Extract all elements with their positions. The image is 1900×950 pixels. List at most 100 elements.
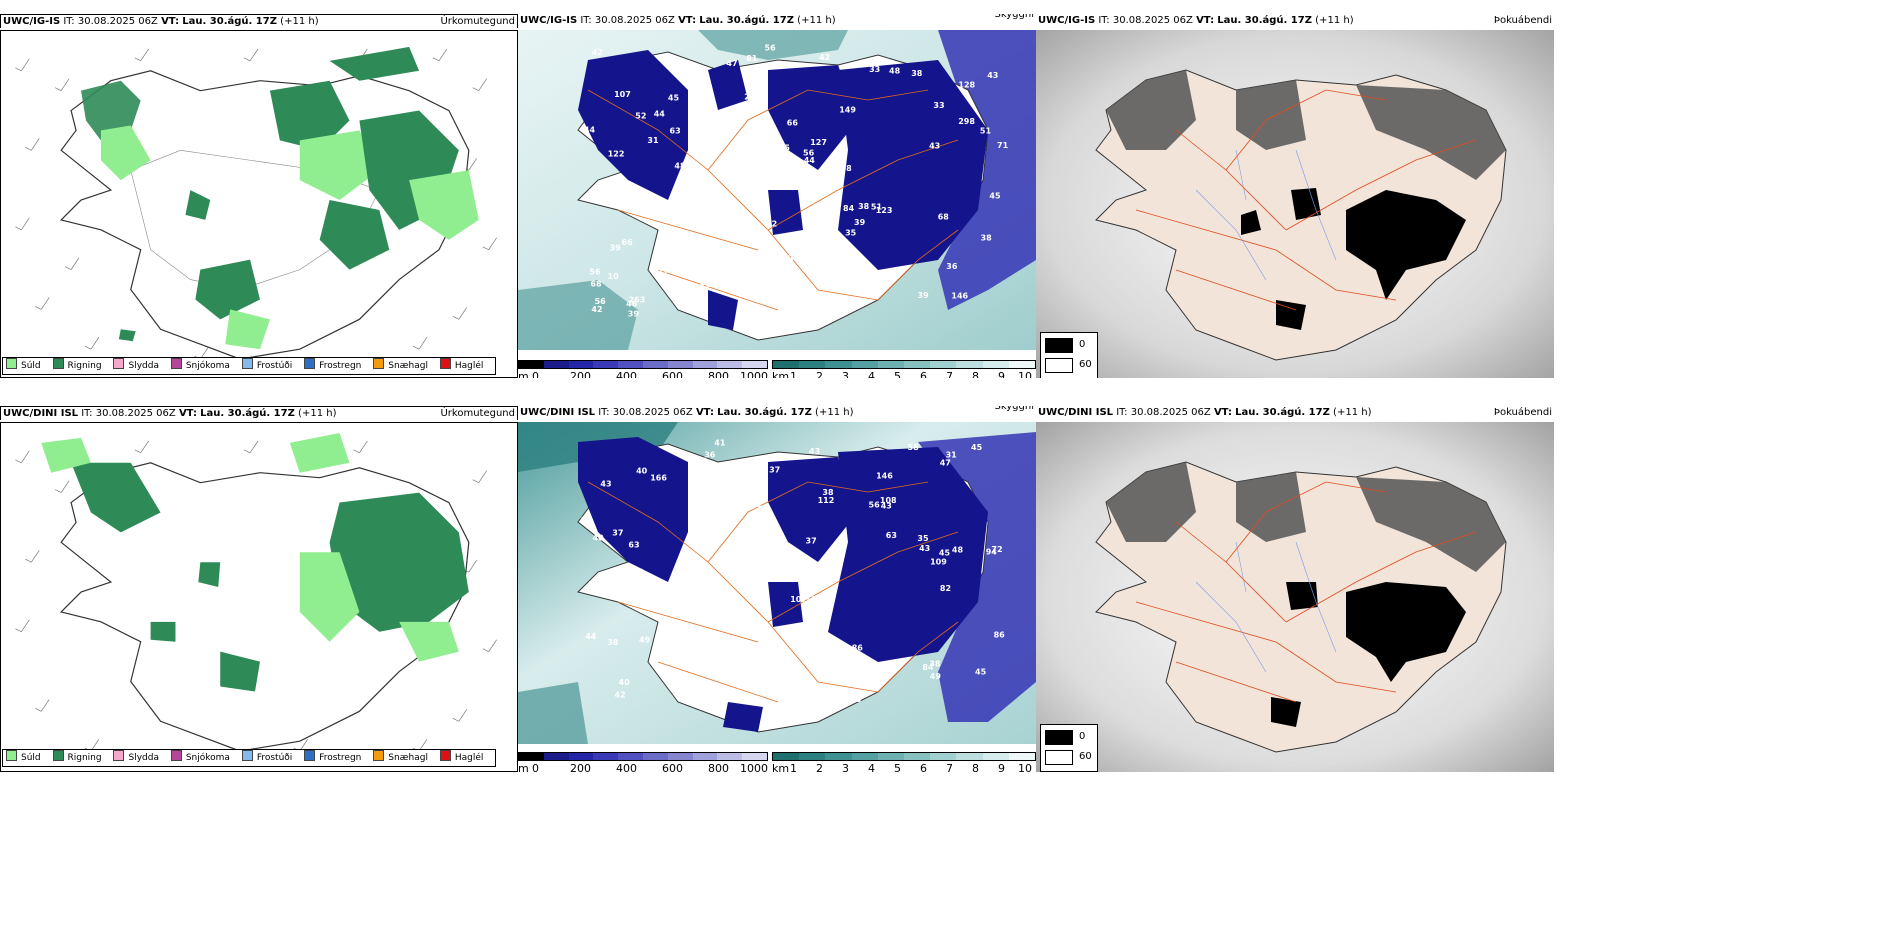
colorbar-unit: m xyxy=(518,370,529,378)
fog-value-0: 0 xyxy=(1079,731,1086,742)
tick-2: 2 xyxy=(816,762,823,772)
vis-value-label: 136 xyxy=(733,178,750,187)
precip-panel-row2: UWC/DINI ISL IT: 30.08.2025 06Z VT: Lau.… xyxy=(0,406,518,772)
tick-5: 5 xyxy=(894,762,901,772)
colorbar-unit: km xyxy=(772,762,790,772)
vis-value-label: 43 xyxy=(929,142,940,151)
vis-value-label: 54 xyxy=(671,237,683,246)
panel-header: UWC/DINI ISL IT: 30.08.2025 06Z VT: Lau.… xyxy=(0,406,518,420)
vis-value-label: 84 xyxy=(843,204,855,213)
colorbar-height-bar xyxy=(518,360,768,369)
colorbar-segment xyxy=(877,361,905,368)
colorbar-height-bar xyxy=(518,752,768,761)
colorbar-segment xyxy=(851,361,878,368)
precip-map xyxy=(0,30,518,378)
model-name: UWC/DINI ISL xyxy=(1038,407,1114,418)
colorbar-segment xyxy=(1008,361,1036,368)
vis-value-label: 36 xyxy=(946,262,958,271)
colorbar-segment xyxy=(1008,753,1036,760)
fog-shading xyxy=(1106,70,1506,180)
vis-value-label: 72 xyxy=(735,540,746,549)
colorbar-segment xyxy=(825,753,852,760)
vis-value-label: 37 xyxy=(806,537,817,546)
vis-value-label: 64 xyxy=(755,93,767,102)
rivers xyxy=(1195,149,1337,281)
vis-value-label: 39 xyxy=(610,244,622,253)
vt-value: Lau. 30.ágú. 17Z xyxy=(717,407,812,418)
vis-value-label: 40 xyxy=(702,639,714,648)
precip-map xyxy=(0,422,518,772)
vis-value-label: 59 xyxy=(753,580,765,589)
low-visibility-areas xyxy=(578,437,988,732)
vis-value-label: 47 xyxy=(940,458,951,467)
model-name: UWC/IG-IS xyxy=(3,16,61,27)
vis-value-label: 52 xyxy=(741,256,752,265)
panel-header: UWC/DINI ISL IT: 30.08.2025 06Z VT: Lau.… xyxy=(1036,406,1554,420)
vis-value-label: 40 xyxy=(749,265,761,274)
fog-legend: 0 60 xyxy=(1040,332,1098,378)
vis-value-label: 158 xyxy=(835,164,852,173)
vis-value-label: 44 xyxy=(654,109,666,118)
it-value: 30.08.2025 06Z xyxy=(77,16,158,27)
vis-value-label: 298 xyxy=(958,117,975,126)
vis-value-label: 50 xyxy=(746,148,758,157)
legend-item-frostudi: Frostúði xyxy=(241,358,292,374)
fog-map xyxy=(1036,422,1554,772)
vis-value-label: 49 xyxy=(930,672,942,681)
colorbar-segment xyxy=(956,361,983,368)
low-visibility-areas xyxy=(578,50,988,330)
it-label: IT: xyxy=(63,16,75,27)
colorbar-segment xyxy=(799,753,826,760)
panel-header: UWC/IG-IS IT: 30.08.2025 06Z VT: Lau. 30… xyxy=(518,14,1036,28)
vis-value-label: 42 xyxy=(615,690,626,699)
vis-value-label: 122 xyxy=(608,149,625,158)
tick-4: 4 xyxy=(868,370,875,378)
vis-value-label: 35 xyxy=(917,534,929,543)
vis-value-label: 31 xyxy=(647,136,659,145)
legend-item-rigning: Rigning xyxy=(52,358,102,374)
tick-9: 9 xyxy=(998,762,1005,772)
colorbar-visibility: km 1 2 3 4 5 6 7 8 9 10 xyxy=(772,750,1036,772)
vis-value-label: 82 xyxy=(940,584,951,593)
legend-swatch xyxy=(170,358,182,369)
colorbar-segment xyxy=(519,753,544,760)
vt-value: Lau. 30.ágú. 17Z xyxy=(182,16,277,27)
tick-600: 600 xyxy=(662,370,683,378)
colorbar-visibility-bar xyxy=(772,360,1036,369)
vis-value-label: 44 xyxy=(758,548,770,557)
tick-200: 200 xyxy=(570,762,591,772)
vis-value-label: 43 xyxy=(783,254,794,263)
fog-panel-row1: UWC/IG-IS IT: 30.08.2025 06Z VT: Lau. 30… xyxy=(1036,14,1554,378)
vis-value-label: 128 xyxy=(958,81,975,90)
vis-value-label: 38 xyxy=(822,488,834,497)
legend-swatch xyxy=(170,750,182,761)
vis-value-label: 59 xyxy=(667,619,679,628)
vis-value-label: 72 xyxy=(991,545,1002,554)
vis-value-label: 112 xyxy=(818,496,835,505)
vis-value-label: 33 xyxy=(869,65,880,74)
tick-7: 7 xyxy=(946,370,953,378)
legend-swatch xyxy=(113,750,125,761)
vis-value-label: 42 xyxy=(766,219,777,228)
roads xyxy=(1135,481,1477,703)
vis-value-label: 43 xyxy=(668,645,679,654)
tick-6: 6 xyxy=(920,370,927,378)
tick-10: 10 xyxy=(1018,762,1032,772)
tick-5: 5 xyxy=(894,370,901,378)
vis-value-label: 38 xyxy=(834,264,846,273)
vis-value-label: 37 xyxy=(612,529,623,538)
dense-fog-areas xyxy=(1241,188,1466,330)
vis-value-label: 33 xyxy=(933,101,944,110)
colorbar-height: m 0 200 400 600 800 1000 xyxy=(518,750,768,772)
vis-value-label: 149 xyxy=(839,105,856,114)
colorbar-segment xyxy=(593,361,619,368)
vis-value-label: 50 xyxy=(747,229,759,238)
legend-item-snjokoma: Snjókoma xyxy=(170,750,230,766)
legend-swatch xyxy=(113,358,125,369)
colorbar-segment xyxy=(618,753,643,760)
roads xyxy=(587,481,959,703)
precip-areas xyxy=(41,432,469,692)
it-label: IT: xyxy=(580,15,592,26)
colorbar-segment xyxy=(618,361,643,368)
